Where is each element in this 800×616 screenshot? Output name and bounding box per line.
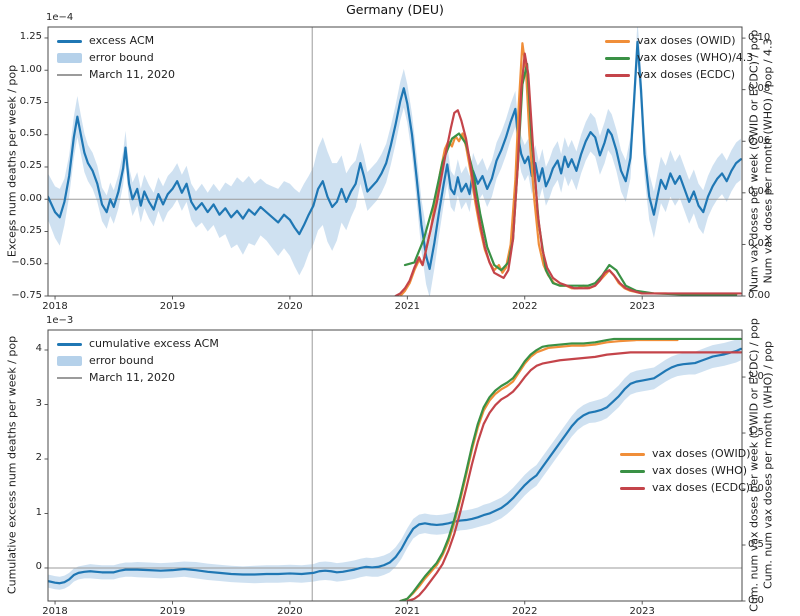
legend-item: March 11, 2020 — [57, 371, 219, 385]
legend-item: error bound — [57, 354, 219, 368]
vax-ecdc-line-swatch — [605, 73, 630, 77]
legend-label: vax doses (OWID) — [637, 34, 736, 47]
bottom-ylabel-left: Cumulative excess num deaths per week / … — [5, 335, 19, 595]
legend-label: vax doses (WHO) — [652, 464, 748, 477]
legend-label: vax doses (ECDC) — [637, 68, 736, 81]
legend-item: vax doses (OWID) — [605, 34, 753, 48]
error-bound-patch-swatch — [57, 53, 82, 63]
top-axis-offset-text: 1e−4 — [46, 12, 74, 23]
legend-item: vax doses (OWID) — [620, 447, 751, 461]
top-ylabel-right-line2: Num vax doses per month (WHO) / pop / 4.… — [761, 38, 775, 284]
bottom-axis-offset-text: 1e−3 — [46, 315, 74, 326]
legend-item: vax doses (WHO)/4.3 — [605, 51, 753, 65]
cumulative-excess-acm-line-swatch — [57, 342, 82, 346]
legend-top-left: excess ACM error bound March 11, 2020 — [57, 34, 175, 82]
figure-title: Germany (DEU) — [346, 2, 444, 17]
legend-item: vax doses (ECDC) — [605, 68, 753, 82]
legend-item: excess ACM — [57, 34, 175, 48]
vax-who-line-swatch — [620, 469, 645, 473]
legend-label: error bound — [89, 354, 154, 367]
legend-label: cumulative excess ACM — [89, 337, 219, 350]
legend-label: March 11, 2020 — [89, 68, 176, 81]
legend-item: vax doses (ECDC) — [620, 481, 751, 495]
vax-owid-line-swatch — [620, 452, 645, 456]
bottom-ylabel-right-line2: Cum. num vax doses per month (WHO) / pop — [761, 341, 775, 589]
legend-label: vax doses (OWID) — [652, 447, 751, 460]
top-ylabel-left: Excess num deaths per week / pop — [5, 64, 19, 258]
legend-label: error bound — [89, 51, 154, 64]
legend-bottom-left: cumulative excess ACM error bound March … — [57, 337, 219, 385]
march-11-2020-line-swatch — [57, 74, 82, 76]
legend-item: cumulative excess ACM — [57, 337, 219, 351]
legend-label: excess ACM — [89, 34, 155, 47]
legend-label: vax doses (WHO)/4.3 — [637, 51, 754, 64]
legend-item: March 11, 2020 — [57, 68, 175, 82]
excess-acm-line-swatch — [57, 39, 82, 43]
vax-ecdc-line-swatch — [620, 486, 645, 490]
legend-label: March 11, 2020 — [89, 371, 176, 384]
vax-who-line-swatch — [605, 56, 630, 60]
legend-top-right: vax doses (OWID) vax doses (WHO)/4.3 vax… — [605, 34, 753, 82]
march-11-2020-line-swatch — [57, 377, 82, 379]
legend-item: vax doses (WHO) — [620, 464, 751, 478]
legend-bottom-right: vax doses (OWID) vax doses (WHO) vax dos… — [620, 447, 751, 495]
error-bound-patch-swatch — [57, 356, 82, 366]
vax-owid-line-swatch — [605, 39, 630, 43]
legend-item: error bound — [57, 51, 175, 65]
legend-label: vax doses (ECDC) — [652, 481, 751, 494]
